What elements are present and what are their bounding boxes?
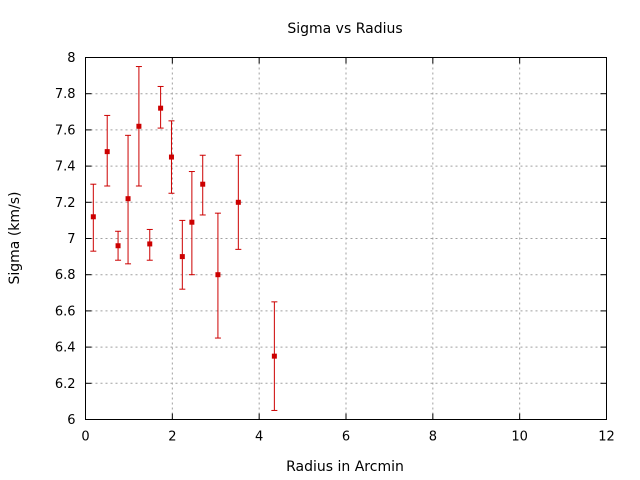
data-point: [147, 241, 153, 247]
y-tick-label: 6.6: [55, 304, 76, 319]
data-point: [235, 199, 241, 205]
plot-frame: [85, 57, 607, 420]
data-point: [200, 181, 206, 187]
data-point: [125, 196, 131, 202]
x-tick-label: 12: [598, 430, 615, 445]
y-tick-labels: 6 6.2 6.4 6.6 6.8 7 7.2 7.4 7.6 7.8 8: [55, 51, 76, 428]
data-point: [158, 105, 164, 111]
data-point: [90, 214, 96, 220]
y-tick-label: 7.6: [55, 123, 76, 138]
x-tick-label: 8: [429, 430, 437, 445]
data-point: [179, 254, 185, 260]
data-point: [215, 272, 221, 278]
data-point: [136, 123, 142, 129]
y-tick-label: 7.8: [55, 87, 76, 102]
y-tick-label: 6.8: [55, 268, 76, 283]
x-tick-label: 6: [342, 430, 350, 445]
x-tick-label: 4: [255, 430, 263, 445]
data-point: [115, 243, 121, 249]
x-tick-labels: 0 2 4 6 8 10 12: [81, 430, 614, 445]
x-tick-label: 10: [511, 430, 528, 445]
x-axis-title: Radius in Arcmin: [286, 459, 404, 475]
y-tick-label: 7.2: [55, 196, 76, 211]
y-tick-label: 6.4: [55, 341, 76, 356]
y-tick-label: 7: [67, 232, 75, 247]
y-axis-title: Sigma (km/s): [7, 191, 23, 284]
x-tick-label: 0: [81, 430, 89, 445]
data-points: [90, 105, 277, 359]
data-point: [271, 353, 277, 359]
y-tick-label: 6: [67, 413, 75, 428]
error-bars: [90, 66, 278, 411]
y-tick-label: 7.4: [55, 160, 76, 175]
data-point: [189, 219, 195, 225]
grid-lines: [85, 57, 607, 420]
x-tick-label: 2: [168, 430, 176, 445]
chart-title: Sigma vs Radius: [287, 21, 402, 37]
y-tick-label: 8: [67, 51, 75, 66]
data-point: [168, 154, 174, 160]
y-tick-label: 6.2: [55, 377, 76, 392]
data-point: [104, 149, 110, 155]
